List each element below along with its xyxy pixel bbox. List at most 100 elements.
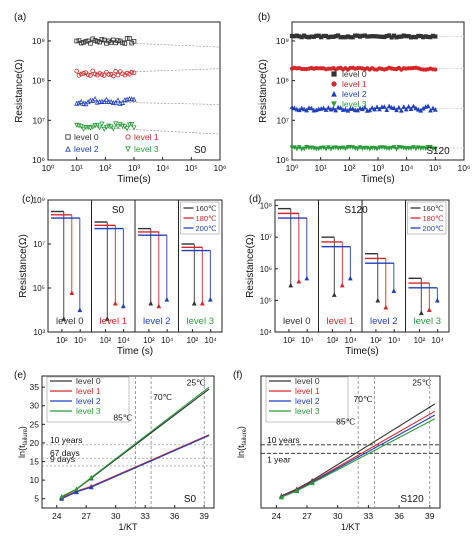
- panel-e-legend-box: [46, 376, 130, 423]
- panel-b-point: [369, 105, 375, 110]
- panel-a-fit-line: [76, 40, 221, 48]
- panel-b-xtick-label: 10⁴: [400, 163, 413, 173]
- panel-e-ytick-label: 10: [30, 475, 40, 485]
- panel-e-temp-label: 85℃: [113, 413, 132, 423]
- panel-a-point: [115, 124, 121, 130]
- panel-a-legend-marker: [65, 134, 71, 140]
- panel-b-point: [372, 106, 377, 112]
- panel-a-legend-marker: [125, 134, 131, 140]
- panel-b-point: [299, 105, 305, 111]
- panel-e-xtick-label: 24: [52, 511, 62, 521]
- panel-e-frame: [41, 375, 215, 509]
- panel-d-drop-point: [391, 288, 397, 293]
- panel-d-ytick-label: 10⁷: [260, 233, 272, 242]
- panel-a-point: [103, 124, 110, 131]
- panel-b-point: [398, 107, 404, 113]
- panel-a-point: [113, 100, 119, 106]
- panel-d-drop-point: [426, 307, 432, 313]
- panel-a-point: [80, 126, 87, 132]
- panel-b-xtick-label: 10⁰: [286, 163, 299, 173]
- panel-b-point: [394, 107, 399, 113]
- panel-a-legend-entry: level 0: [74, 132, 99, 142]
- panel-b-point: [408, 106, 414, 111]
- panel-b-point: [338, 105, 343, 110]
- panel-a-point: [90, 124, 96, 130]
- panel-f-legend-entry: level 3: [295, 406, 320, 416]
- panel-b-point: [430, 105, 436, 111]
- panel-f-frame: [260, 375, 441, 509]
- panel-a-sample-tag: S0: [194, 145, 207, 156]
- panel-b-legend-entry: level 1: [342, 79, 367, 89]
- panel-b-point: [415, 106, 421, 112]
- panel-f-xtick-label: 24: [272, 511, 282, 521]
- panel-b-point: [389, 104, 394, 110]
- panel-c-drop-point: [61, 316, 67, 321]
- panel-d-drop-point: [383, 304, 389, 310]
- panel-b-ytick-label: 10⁶: [276, 155, 289, 165]
- panel-a-point: [87, 125, 93, 131]
- panel-a-point: [92, 71, 98, 77]
- panel-b-point: [304, 107, 309, 113]
- panel-b-point: [301, 146, 307, 152]
- panel-a-legend-entry: level 2: [74, 144, 99, 154]
- panel-f-xtick-label: 39: [425, 511, 435, 521]
- panel-f-temp-label: 70℃: [354, 394, 373, 404]
- panel-a-point: [104, 69, 109, 75]
- panel-b-point: [326, 105, 331, 110]
- panel-c-drop-point: [77, 307, 83, 313]
- panel-a-point: [88, 73, 93, 78]
- panel-e-point: [74, 489, 79, 495]
- panel-c-ytick-label: 10⁵: [33, 284, 45, 293]
- panel-b-letter: (b): [258, 12, 270, 23]
- panel-a-ytick-label: 10⁹: [32, 36, 45, 46]
- panel-f-fit-line: [281, 418, 436, 498]
- panel-e-xlabel: 1/KT: [118, 522, 138, 532]
- panel-b-point: [316, 146, 322, 152]
- panel-a-point: [131, 96, 137, 102]
- panel-b-point: [406, 103, 411, 109]
- panel-c-xtick-label: 10⁴: [74, 336, 87, 345]
- panel-f-legend-entry: level 2: [295, 396, 320, 406]
- panel-b-point: [411, 103, 416, 109]
- panel-b-legend-marker: [331, 81, 337, 87]
- panel-d-xtick-label: 10²: [327, 336, 339, 345]
- panel-b-point: [335, 104, 341, 110]
- panel-c-sub-label: level 0: [56, 316, 83, 327]
- panel-a-xtick-label: 10³: [128, 163, 140, 173]
- panel-c-sample-tag: S0: [112, 205, 125, 216]
- panel-b-point: [367, 107, 373, 113]
- panel-b-point: [384, 107, 390, 112]
- panel-f-time-label: 1 year: [267, 454, 291, 464]
- panel-a-point: [127, 36, 132, 41]
- panel-f-point: [279, 494, 284, 500]
- panel-d-legend-entry: 160℃: [423, 204, 445, 213]
- panel-b-point: [301, 106, 307, 112]
- panel-a-point: [94, 122, 100, 128]
- panel-b-point: [343, 106, 348, 112]
- panel-b-legend-marker: [331, 90, 337, 97]
- panel-b-point: [374, 146, 380, 152]
- panel-e-ytick-label: 30: [30, 401, 40, 411]
- panel-b-xtick-label: 10¹: [315, 163, 327, 173]
- panel-a-xtick-label: 10⁴: [156, 163, 169, 173]
- panel-e-legend-entry: level 2: [76, 396, 101, 406]
- panel-e-time-label: 9 days: [50, 454, 75, 464]
- panel-a-point: [101, 73, 107, 78]
- panel-a-xlabel: Time(s): [117, 174, 151, 185]
- panel-b-xtick-label: 10³: [372, 163, 384, 173]
- panel-a-xtick-label: 10⁶: [214, 163, 227, 173]
- panel-f-xtick-label: 33: [364, 511, 374, 521]
- panel-a-point: [87, 97, 93, 103]
- panel-e-temp-label: 70℃: [153, 392, 172, 402]
- panel-d-sample-tag: S120: [344, 205, 368, 216]
- panel-c-ytick-label: 10³: [33, 328, 45, 337]
- panel-e-legend-entry: level 1: [76, 386, 101, 396]
- panel-b-point: [377, 106, 382, 112]
- panel-e-xtick-label: 27: [81, 511, 91, 521]
- panel-b-point: [386, 103, 392, 109]
- panel-a-point: [124, 70, 130, 76]
- panel-b-point: [343, 146, 348, 152]
- panel-c-ylabel: Resistance(Ω): [18, 234, 29, 298]
- panel-a-fit-line: [76, 126, 221, 135]
- panel-b-point: [360, 146, 365, 152]
